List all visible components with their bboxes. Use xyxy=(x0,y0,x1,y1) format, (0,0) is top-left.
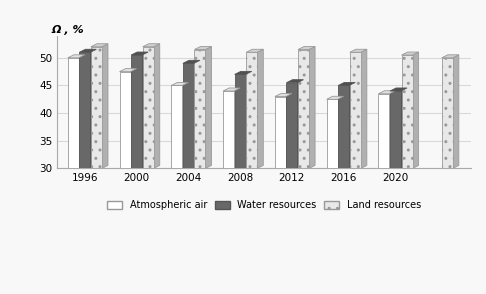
Polygon shape xyxy=(183,60,200,64)
Polygon shape xyxy=(389,91,396,168)
Bar xyxy=(286,83,297,168)
Polygon shape xyxy=(350,49,367,52)
Polygon shape xyxy=(275,93,292,96)
Legend: Atmospheric air, Water resources, Land resources: Atmospheric air, Water resources, Land r… xyxy=(104,196,425,214)
Polygon shape xyxy=(401,52,418,55)
Polygon shape xyxy=(142,52,148,168)
Bar xyxy=(246,52,257,168)
Polygon shape xyxy=(68,55,85,58)
Polygon shape xyxy=(234,88,240,168)
Bar xyxy=(401,55,413,168)
Bar xyxy=(79,52,90,168)
Polygon shape xyxy=(154,44,160,168)
Polygon shape xyxy=(298,46,315,49)
Bar xyxy=(235,74,245,168)
Polygon shape xyxy=(327,96,344,99)
Polygon shape xyxy=(90,49,96,168)
Bar xyxy=(442,58,453,168)
Polygon shape xyxy=(182,82,189,168)
Polygon shape xyxy=(79,49,96,52)
Bar xyxy=(223,91,234,168)
Bar xyxy=(68,58,79,168)
Polygon shape xyxy=(223,88,240,91)
Polygon shape xyxy=(102,44,108,168)
Polygon shape xyxy=(235,71,252,74)
Bar xyxy=(183,64,194,168)
Polygon shape xyxy=(194,60,200,168)
Polygon shape xyxy=(297,80,303,168)
Bar xyxy=(298,49,309,168)
Polygon shape xyxy=(257,49,263,168)
Polygon shape xyxy=(286,80,303,83)
Polygon shape xyxy=(390,88,407,91)
Polygon shape xyxy=(401,88,407,168)
Bar xyxy=(338,86,349,168)
Polygon shape xyxy=(442,55,459,58)
Polygon shape xyxy=(309,46,315,168)
Bar xyxy=(172,86,182,168)
Bar xyxy=(131,55,142,168)
Polygon shape xyxy=(453,55,459,168)
Text: Ω , %: Ω , % xyxy=(52,25,84,35)
Polygon shape xyxy=(194,46,211,49)
Polygon shape xyxy=(361,49,367,168)
Bar xyxy=(327,99,338,168)
Polygon shape xyxy=(338,82,355,86)
Polygon shape xyxy=(413,52,418,168)
Polygon shape xyxy=(120,69,137,72)
Polygon shape xyxy=(79,55,85,168)
Polygon shape xyxy=(206,46,211,168)
Polygon shape xyxy=(131,52,148,55)
Polygon shape xyxy=(246,49,263,52)
Bar xyxy=(91,47,102,168)
Polygon shape xyxy=(286,93,292,168)
Bar xyxy=(390,91,401,168)
Bar xyxy=(379,94,389,168)
Polygon shape xyxy=(349,82,355,168)
Bar xyxy=(143,47,154,168)
Polygon shape xyxy=(379,91,396,94)
Bar xyxy=(120,72,131,168)
Polygon shape xyxy=(131,69,137,168)
Polygon shape xyxy=(91,44,108,47)
Bar xyxy=(350,52,361,168)
Polygon shape xyxy=(245,71,252,168)
Polygon shape xyxy=(172,82,189,86)
Bar xyxy=(275,96,286,168)
Polygon shape xyxy=(338,96,344,168)
Polygon shape xyxy=(143,44,160,47)
Bar xyxy=(194,49,206,168)
